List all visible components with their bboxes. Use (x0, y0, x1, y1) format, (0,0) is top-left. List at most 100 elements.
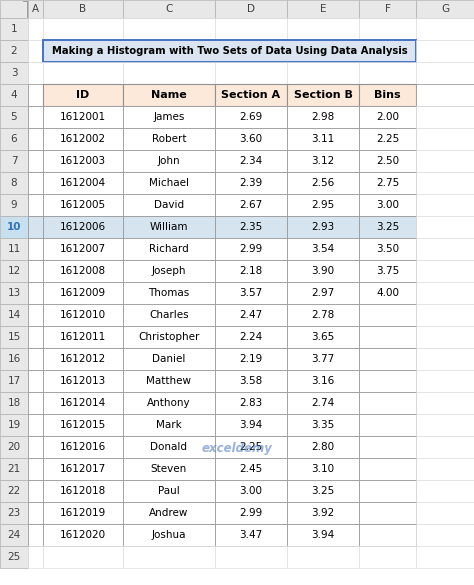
Text: 2.75: 2.75 (376, 178, 399, 188)
Bar (123, 216, 215, 238)
Bar (28, 62, 43, 84)
Text: 21: 21 (8, 464, 21, 474)
Bar (416, 370, 474, 392)
Bar (43, 348, 123, 370)
Text: Section B: Section B (293, 90, 353, 100)
Text: 2.98: 2.98 (311, 112, 335, 122)
Bar (416, 480, 474, 502)
Text: 17: 17 (8, 376, 21, 386)
Bar (0, 84, 28, 106)
Bar (359, 128, 416, 150)
Bar (359, 458, 416, 480)
Bar (28, 106, 43, 128)
Bar (28, 282, 43, 304)
Text: 19: 19 (8, 420, 21, 430)
Bar (28, 194, 43, 216)
Bar (43, 458, 123, 480)
Text: E: E (320, 4, 326, 14)
Text: C: C (165, 4, 173, 14)
Text: Section A: Section A (221, 90, 281, 100)
Bar (359, 502, 416, 524)
Bar (359, 238, 416, 260)
Bar (215, 106, 287, 128)
Bar (123, 128, 215, 150)
Bar (359, 84, 416, 106)
Bar (359, 524, 416, 546)
Text: 1612009: 1612009 (60, 288, 106, 298)
Bar (215, 502, 287, 524)
Text: 2.25: 2.25 (239, 442, 263, 452)
Bar (287, 260, 359, 282)
Text: B: B (80, 4, 87, 14)
Text: 1: 1 (11, 24, 18, 34)
Text: Robert: Robert (152, 134, 186, 144)
Text: 2.56: 2.56 (311, 178, 335, 188)
Bar (215, 326, 287, 348)
Text: 2.80: 2.80 (311, 442, 335, 452)
Bar (416, 458, 474, 480)
Bar (215, 370, 287, 392)
Text: Christopher: Christopher (138, 332, 200, 342)
Text: 23: 23 (8, 508, 21, 518)
Text: 7: 7 (11, 156, 18, 166)
Text: 1612003: 1612003 (60, 156, 106, 166)
Bar (123, 150, 215, 172)
Text: Paul: Paul (158, 486, 180, 496)
Bar (416, 84, 474, 106)
Bar (0, 392, 28, 414)
Bar (359, 370, 416, 392)
Bar (287, 436, 359, 458)
Text: William: William (150, 222, 188, 232)
Bar (215, 62, 287, 84)
Bar (0, 326, 28, 348)
Text: 1612010: 1612010 (60, 310, 106, 320)
Bar (123, 238, 215, 260)
Bar (359, 436, 416, 458)
Text: 9: 9 (11, 200, 18, 210)
Text: John: John (158, 156, 180, 166)
Bar (215, 18, 287, 40)
Bar (287, 106, 359, 128)
Bar (43, 370, 123, 392)
Bar (416, 348, 474, 370)
Bar (359, 260, 416, 282)
Bar (28, 128, 43, 150)
Text: 3.10: 3.10 (311, 464, 335, 474)
Bar (215, 128, 287, 150)
Text: 1612002: 1612002 (60, 134, 106, 144)
Text: 20: 20 (8, 442, 20, 452)
Bar (287, 348, 359, 370)
Text: 2.45: 2.45 (239, 464, 263, 474)
Bar (359, 282, 416, 304)
Bar (215, 172, 287, 194)
Bar (43, 436, 123, 458)
Text: 1612006: 1612006 (60, 222, 106, 232)
Text: 3.92: 3.92 (311, 508, 335, 518)
Text: exceldemy: exceldemy (201, 442, 272, 455)
Text: 1612001: 1612001 (60, 112, 106, 122)
Bar (43, 502, 123, 524)
Bar (28, 238, 43, 260)
Bar (215, 458, 287, 480)
Bar (0, 150, 28, 172)
Bar (43, 150, 123, 172)
Bar (287, 502, 359, 524)
Bar (416, 216, 474, 238)
Bar (0, 106, 28, 128)
Text: 1612018: 1612018 (60, 486, 106, 496)
Bar (0, 260, 28, 282)
Text: 3.94: 3.94 (239, 420, 263, 430)
Bar (0, 436, 28, 458)
Text: 3.65: 3.65 (311, 332, 335, 342)
Text: 2.74: 2.74 (311, 398, 335, 408)
Bar (123, 524, 215, 546)
Text: 3.60: 3.60 (239, 134, 263, 144)
Text: 2.00: 2.00 (376, 112, 399, 122)
Bar (0, 216, 28, 238)
Text: 6: 6 (11, 134, 18, 144)
Bar (0, 502, 28, 524)
Text: 2: 2 (11, 46, 18, 56)
Text: 3: 3 (11, 68, 18, 78)
Bar (43, 172, 123, 194)
Text: 5: 5 (11, 112, 18, 122)
